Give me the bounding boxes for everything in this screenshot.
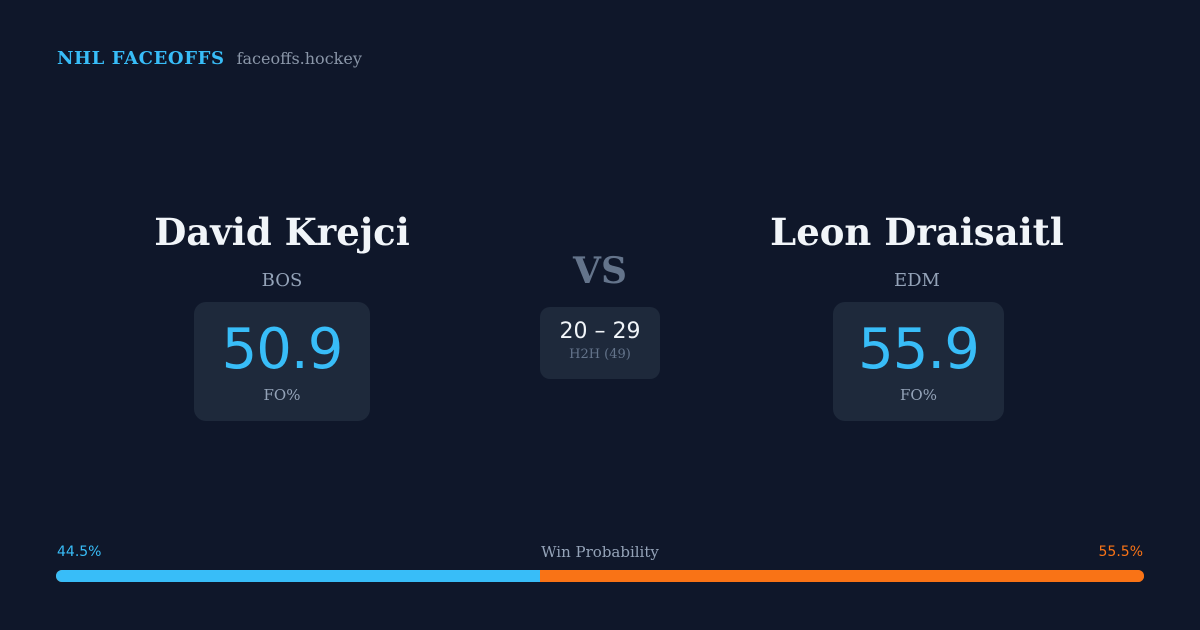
player-one-fo-value: 50.9 xyxy=(221,317,344,382)
brand: NHL FACEOFFS faceoffs.hockey xyxy=(57,48,362,69)
player-one-fo-card: 50.9 FO% xyxy=(194,302,370,421)
win-probability-title: Win Probability xyxy=(541,543,659,561)
player-two-name: Leon Draisaitl xyxy=(770,210,1064,254)
player-one-name: David Krejci xyxy=(154,210,410,254)
player-two-fo-value: 55.9 xyxy=(858,317,980,382)
win-probability-left: 44.5% xyxy=(57,544,102,560)
versus-label: VS xyxy=(573,250,627,292)
player-two: Leon Draisaitl EDM xyxy=(767,210,1067,291)
win-probability-fill-right xyxy=(540,570,1144,582)
win-probability-bar xyxy=(56,570,1144,582)
head-to-head-card: 20 – 29 H2H (49) xyxy=(540,307,660,379)
player-one-team: BOS xyxy=(261,270,303,291)
head-to-head-score: 20 – 29 xyxy=(559,319,641,344)
brand-name: NHL FACEOFFS xyxy=(57,48,225,69)
player-two-fo-card: 55.9 FO% xyxy=(833,302,1004,421)
player-one-fo-label: FO% xyxy=(263,386,301,404)
brand-site: faceoffs.hockey xyxy=(236,49,362,68)
player-two-team: EDM xyxy=(893,270,940,291)
win-probability-fill-left xyxy=(56,570,541,582)
win-probability-right: 55.5% xyxy=(1098,544,1143,560)
player-two-fo-label: FO% xyxy=(900,386,937,404)
player-one: David Krejci BOS xyxy=(132,210,432,291)
head-to-head-label: H2H (49) xyxy=(569,347,631,362)
